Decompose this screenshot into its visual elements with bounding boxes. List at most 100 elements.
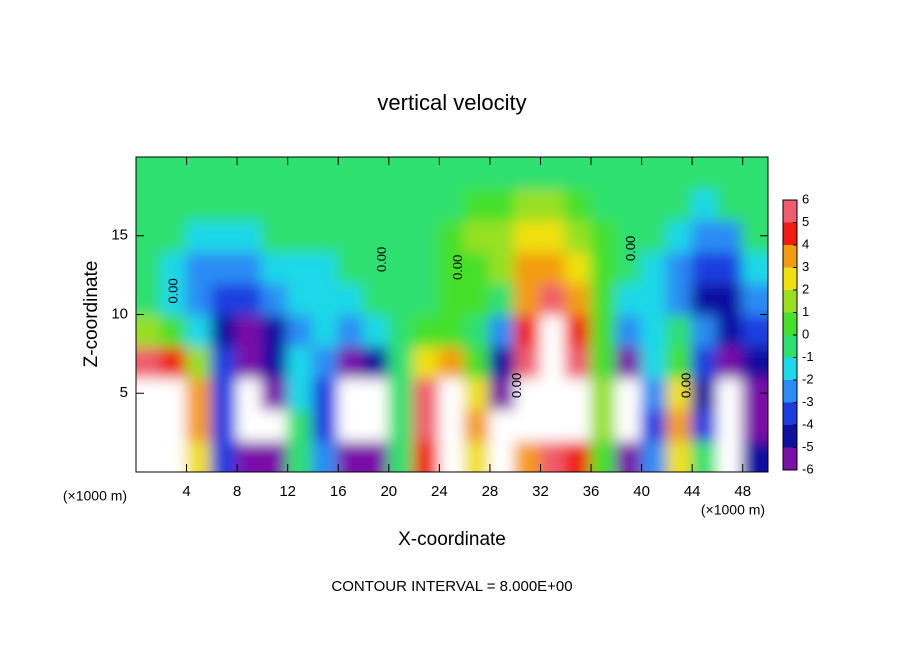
cell: [210, 157, 239, 190]
cell: [413, 187, 441, 221]
cell: [615, 313, 643, 347]
cell: [261, 219, 289, 253]
cell: [615, 376, 643, 410]
cell: [488, 439, 517, 472]
cell: [463, 157, 491, 190]
cell: [514, 157, 542, 190]
cell: [311, 250, 340, 284]
cell: [311, 187, 340, 221]
colorbar-swatch: [783, 245, 797, 268]
field: [136, 157, 768, 472]
colorbar-label: -1: [802, 349, 814, 364]
cell: [488, 219, 517, 253]
cell: [488, 250, 517, 284]
cell: [236, 313, 264, 347]
cell: [741, 250, 768, 284]
cell: [362, 157, 390, 190]
cell: [539, 250, 567, 284]
cell: [640, 250, 668, 284]
colorbar-label: 0: [802, 326, 809, 341]
x-tick-label: 16: [330, 483, 347, 500]
cell: [716, 408, 744, 442]
cell: [539, 157, 567, 190]
cell: [463, 313, 491, 347]
cell: [438, 250, 466, 284]
cell: [665, 157, 694, 190]
cell: [362, 187, 390, 221]
cell: [286, 157, 314, 190]
cell: [615, 282, 643, 316]
cell: [387, 345, 416, 379]
cell: [691, 376, 719, 410]
y-tick-label: 10: [111, 305, 128, 322]
cell: [286, 187, 314, 221]
cell: [716, 219, 744, 253]
cell: [337, 376, 365, 410]
cell: [590, 345, 618, 379]
colorbar-swatch: [783, 222, 797, 245]
cell: [210, 376, 239, 410]
contour-label: 0.00: [450, 255, 465, 280]
cell: [286, 408, 314, 442]
cell: [640, 408, 668, 442]
cell: [665, 187, 694, 221]
cell: [311, 313, 340, 347]
contour-label: 0.00: [374, 247, 389, 272]
cell: [665, 345, 694, 379]
cell: [640, 157, 668, 190]
contour-label: 0.00: [165, 278, 180, 303]
cell: [136, 157, 163, 190]
cell: [463, 439, 491, 472]
cell: [261, 313, 289, 347]
x-unit-label: (×1000 m): [63, 488, 127, 504]
cell: [311, 219, 340, 253]
cell: [438, 345, 466, 379]
cell: [590, 313, 618, 347]
cell: [514, 282, 542, 316]
cell: [136, 187, 163, 221]
cell: [691, 439, 719, 472]
cell: [286, 439, 314, 472]
cell: [413, 250, 441, 284]
cell: [261, 282, 289, 316]
cell: [539, 313, 567, 347]
colorbar-label: -2: [802, 371, 814, 386]
cell: [210, 282, 239, 316]
cell: [337, 157, 365, 190]
cell: [741, 439, 768, 472]
cell: [236, 408, 264, 442]
cell: [564, 282, 593, 316]
cell: [261, 157, 289, 190]
cell: [413, 282, 441, 316]
colorbar-swatch: [783, 380, 797, 403]
cell: [691, 282, 719, 316]
cell: [463, 219, 491, 253]
cell: [160, 250, 188, 284]
cell: [438, 157, 466, 190]
cell: [236, 345, 264, 379]
cell: [716, 157, 744, 190]
x-tick-label: 24: [431, 483, 448, 500]
cell: [564, 313, 593, 347]
cell: [691, 313, 719, 347]
cell: [210, 408, 239, 442]
cell: [362, 376, 390, 410]
colorbar-swatch: [783, 267, 797, 290]
cell: [665, 439, 694, 472]
cell: [539, 187, 567, 221]
colorbar-swatch: [783, 425, 797, 448]
colorbar-swatch: [783, 447, 797, 470]
cell: [337, 313, 365, 347]
cell: [488, 187, 517, 221]
cell: [362, 219, 390, 253]
cell: [488, 157, 517, 190]
cell: [488, 282, 517, 316]
cell: [716, 187, 744, 221]
colorbar-label: 1: [802, 304, 809, 319]
cell: [311, 157, 340, 190]
cell: [640, 187, 668, 221]
colorbar-label: 5: [802, 214, 809, 229]
cell: [564, 219, 593, 253]
cell: [438, 439, 466, 472]
